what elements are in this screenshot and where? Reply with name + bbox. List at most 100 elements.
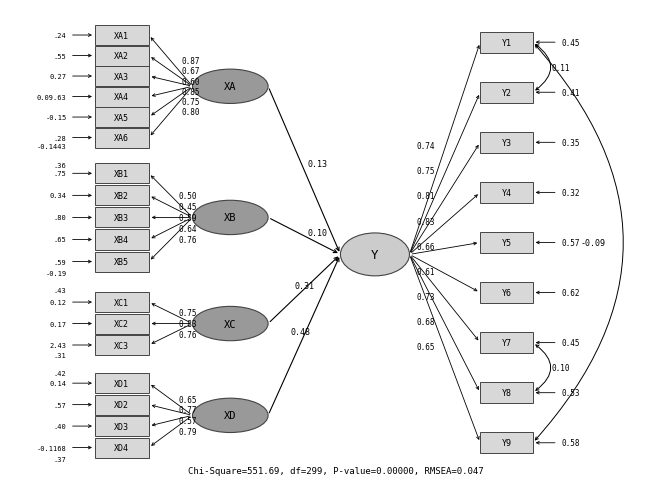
FancyBboxPatch shape bbox=[95, 335, 149, 355]
Text: 0.10: 0.10 bbox=[551, 363, 570, 372]
Text: 0.73: 0.73 bbox=[417, 292, 435, 301]
Text: XD2: XD2 bbox=[114, 400, 130, 409]
Text: 0.59: 0.59 bbox=[178, 213, 197, 222]
Text: 0.66: 0.66 bbox=[417, 242, 435, 251]
Text: XC3: XC3 bbox=[114, 341, 130, 350]
Text: XB: XB bbox=[224, 213, 237, 223]
Text: -0.19: -0.19 bbox=[46, 271, 66, 277]
Text: .57: .57 bbox=[54, 402, 66, 408]
Text: 0.12: 0.12 bbox=[50, 300, 66, 306]
Text: Y1: Y1 bbox=[501, 39, 511, 48]
Text: .24: .24 bbox=[54, 33, 66, 39]
Ellipse shape bbox=[193, 70, 268, 104]
Text: .28: .28 bbox=[54, 135, 66, 141]
Text: .75: .75 bbox=[54, 171, 66, 177]
Text: .55: .55 bbox=[54, 54, 66, 60]
Text: 0.79: 0.79 bbox=[178, 427, 197, 436]
Ellipse shape bbox=[340, 233, 409, 277]
Text: 0.74: 0.74 bbox=[417, 142, 435, 151]
Text: -0.1168: -0.1168 bbox=[37, 445, 66, 450]
Text: Y2: Y2 bbox=[501, 89, 511, 98]
Text: .31: .31 bbox=[54, 353, 66, 359]
Text: XA5: XA5 bbox=[114, 113, 130, 122]
Text: 0.48: 0.48 bbox=[291, 327, 311, 336]
Text: 0.80: 0.80 bbox=[182, 108, 200, 117]
Text: 0.11: 0.11 bbox=[551, 64, 570, 73]
Text: 0.31: 0.31 bbox=[295, 281, 314, 290]
Text: XC: XC bbox=[224, 319, 237, 329]
Text: XD4: XD4 bbox=[114, 443, 130, 452]
Ellipse shape bbox=[193, 398, 268, 433]
Text: 0.17: 0.17 bbox=[50, 321, 66, 327]
Text: XC1: XC1 bbox=[114, 298, 130, 307]
Text: 0.57: 0.57 bbox=[561, 238, 580, 247]
FancyBboxPatch shape bbox=[95, 438, 149, 457]
Text: .43: .43 bbox=[54, 288, 66, 294]
FancyBboxPatch shape bbox=[480, 382, 533, 403]
FancyBboxPatch shape bbox=[95, 252, 149, 272]
FancyBboxPatch shape bbox=[95, 47, 149, 67]
Text: XB3: XB3 bbox=[114, 213, 130, 222]
FancyBboxPatch shape bbox=[480, 283, 533, 304]
FancyBboxPatch shape bbox=[95, 293, 149, 313]
Text: 2.43: 2.43 bbox=[50, 342, 66, 348]
FancyBboxPatch shape bbox=[95, 208, 149, 228]
Text: 0.09.63: 0.09.63 bbox=[37, 94, 66, 100]
FancyBboxPatch shape bbox=[95, 314, 149, 334]
Text: 0.61: 0.61 bbox=[417, 267, 435, 276]
Text: 0.57: 0.57 bbox=[178, 416, 197, 425]
Text: XA6: XA6 bbox=[114, 134, 130, 143]
FancyBboxPatch shape bbox=[480, 182, 533, 203]
Text: 0.76: 0.76 bbox=[178, 330, 197, 339]
Ellipse shape bbox=[193, 201, 268, 235]
Text: XB5: XB5 bbox=[114, 258, 130, 267]
Text: .37: .37 bbox=[54, 456, 66, 462]
Text: XA4: XA4 bbox=[114, 93, 130, 102]
FancyBboxPatch shape bbox=[95, 395, 149, 415]
Text: XB1: XB1 bbox=[114, 169, 130, 178]
Text: XA3: XA3 bbox=[114, 72, 130, 81]
Text: 0.10: 0.10 bbox=[307, 228, 327, 237]
Text: 0.81: 0.81 bbox=[417, 192, 435, 201]
Text: .36: .36 bbox=[54, 163, 66, 169]
Text: Y8: Y8 bbox=[501, 388, 511, 397]
Text: 0.75: 0.75 bbox=[417, 167, 435, 176]
FancyBboxPatch shape bbox=[95, 164, 149, 184]
FancyBboxPatch shape bbox=[480, 83, 533, 104]
Text: Y: Y bbox=[371, 248, 378, 262]
Text: XB4: XB4 bbox=[114, 235, 130, 244]
Text: .65: .65 bbox=[54, 237, 66, 243]
Text: 0.41: 0.41 bbox=[561, 89, 580, 98]
Text: 0.87: 0.87 bbox=[182, 57, 200, 66]
Text: Y5: Y5 bbox=[501, 238, 511, 247]
FancyBboxPatch shape bbox=[95, 87, 149, 107]
Text: -0.1443: -0.1443 bbox=[37, 144, 66, 150]
Text: XA2: XA2 bbox=[114, 52, 130, 61]
Text: 0.62: 0.62 bbox=[561, 289, 580, 298]
Text: -0.09: -0.09 bbox=[581, 238, 606, 247]
Text: Y9: Y9 bbox=[501, 438, 511, 447]
Ellipse shape bbox=[193, 307, 268, 341]
Text: Y3: Y3 bbox=[501, 139, 511, 147]
FancyBboxPatch shape bbox=[95, 128, 149, 148]
Text: 0.64: 0.64 bbox=[178, 224, 197, 233]
FancyBboxPatch shape bbox=[480, 432, 533, 453]
Text: 0.13: 0.13 bbox=[307, 159, 327, 168]
Text: Y6: Y6 bbox=[501, 289, 511, 298]
Text: 0.83: 0.83 bbox=[178, 320, 197, 328]
Text: 0.76: 0.76 bbox=[178, 235, 197, 244]
FancyBboxPatch shape bbox=[480, 33, 533, 54]
Text: 0.58: 0.58 bbox=[561, 438, 580, 447]
FancyBboxPatch shape bbox=[95, 26, 149, 46]
Text: .59: .59 bbox=[54, 259, 66, 265]
Text: 0.75: 0.75 bbox=[182, 98, 200, 107]
Text: 0.27: 0.27 bbox=[50, 74, 66, 80]
FancyBboxPatch shape bbox=[480, 133, 533, 153]
Text: 0.45: 0.45 bbox=[178, 202, 197, 211]
Text: 0.75: 0.75 bbox=[178, 309, 197, 318]
FancyBboxPatch shape bbox=[95, 373, 149, 393]
Text: XD3: XD3 bbox=[114, 422, 130, 431]
Text: Y4: Y4 bbox=[501, 188, 511, 197]
Text: -0.15: -0.15 bbox=[46, 115, 66, 121]
Text: 0.32: 0.32 bbox=[561, 188, 580, 197]
